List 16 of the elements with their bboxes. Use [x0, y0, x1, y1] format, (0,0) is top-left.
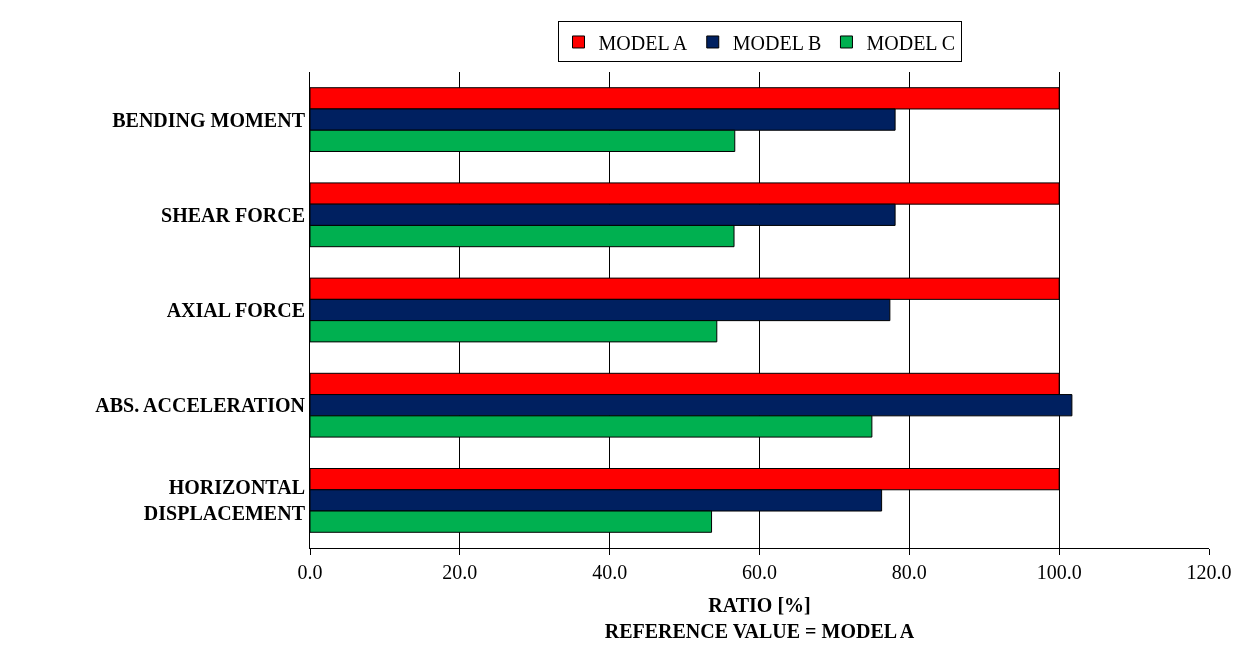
y-tick-label: HORIZONTAL DISPLACEMENT — [143, 476, 306, 525]
y-tick-label: ABS. ACCELERATION — [95, 394, 306, 417]
x-tick-label: 100.0 — [1036, 561, 1082, 583]
x-tick-label: 40.0 — [592, 561, 628, 583]
x-tick-label: 80.0 — [891, 561, 927, 583]
legend-label: MODEL B — [732, 31, 822, 54]
legend-label: MODEL A — [598, 31, 688, 54]
y-tick-label: SHEAR FORCE — [161, 203, 305, 226]
legend-label: MODEL C — [866, 31, 956, 54]
x-tick-label: 0.0 — [297, 561, 323, 583]
x-axis-title: RATIO [%] REFERENCE VALUE = MODEL A — [604, 593, 915, 642]
y-tick-label: BENDING MOMENT — [112, 108, 306, 131]
x-tick-label: 120.0 — [1186, 561, 1232, 583]
x-tick-label: 20.0 — [442, 561, 478, 583]
y-tick-label: AXIAL FORCE — [166, 299, 305, 321]
x-tick-label: 60.0 — [742, 561, 777, 583]
